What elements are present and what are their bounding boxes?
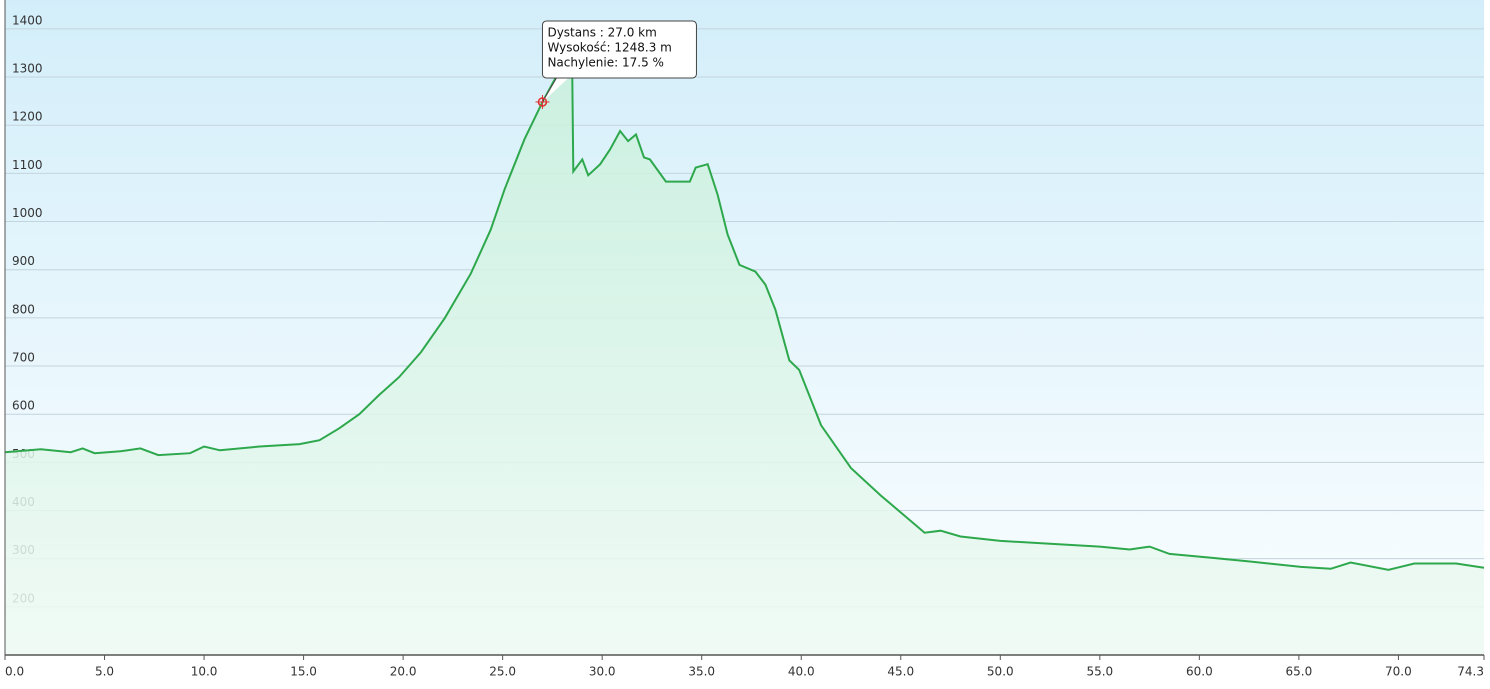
y-tick-label: 600 [12, 399, 35, 413]
x-tick-label: 10.0 [191, 665, 218, 679]
x-tick-label: 25.0 [489, 665, 516, 679]
y-tick-label: 800 [12, 302, 35, 316]
x-tick-label: 0.0 [5, 665, 24, 679]
x-tick-label: 40.0 [788, 665, 815, 679]
tooltip-line: Dystans : 27.0 km [547, 25, 656, 39]
area [5, 68, 1484, 655]
line [4, 67, 1485, 571]
x-tick-label: 45.0 [887, 665, 914, 679]
x-tick-label: 50.0 [987, 665, 1014, 679]
x-tick-label: 55.0 [1086, 665, 1113, 679]
x-tick-label: 60.0 [1186, 665, 1213, 679]
y-tick-label: 1200 [12, 110, 43, 124]
y-tick-label: 1100 [12, 158, 43, 172]
x-tick-label: 5.0 [95, 665, 114, 679]
y-tick-label: 1400 [12, 13, 43, 27]
y-tick-label: 1300 [12, 62, 43, 76]
tooltip-line: Wysokość: 1248.3 m [547, 40, 671, 54]
tooltip-box [541, 20, 697, 79]
x-tick-label: 30.0 [589, 665, 616, 679]
x-tick-label: 20.0 [390, 665, 417, 679]
x-tick-label: 15.0 [290, 665, 317, 679]
x-tick-label: 65.0 [1286, 665, 1313, 679]
y-tick-label: 700 [12, 351, 35, 365]
x-tick-label: 74.3 [1457, 665, 1484, 679]
x-tick-label: 70.0 [1385, 665, 1412, 679]
y-tick-label: 900 [12, 254, 35, 268]
tooltip-line: Nachylenie: 17.5 % [547, 55, 663, 69]
x-tick-label: 35.0 [688, 665, 715, 679]
y-tick-label: 1000 [12, 206, 43, 220]
